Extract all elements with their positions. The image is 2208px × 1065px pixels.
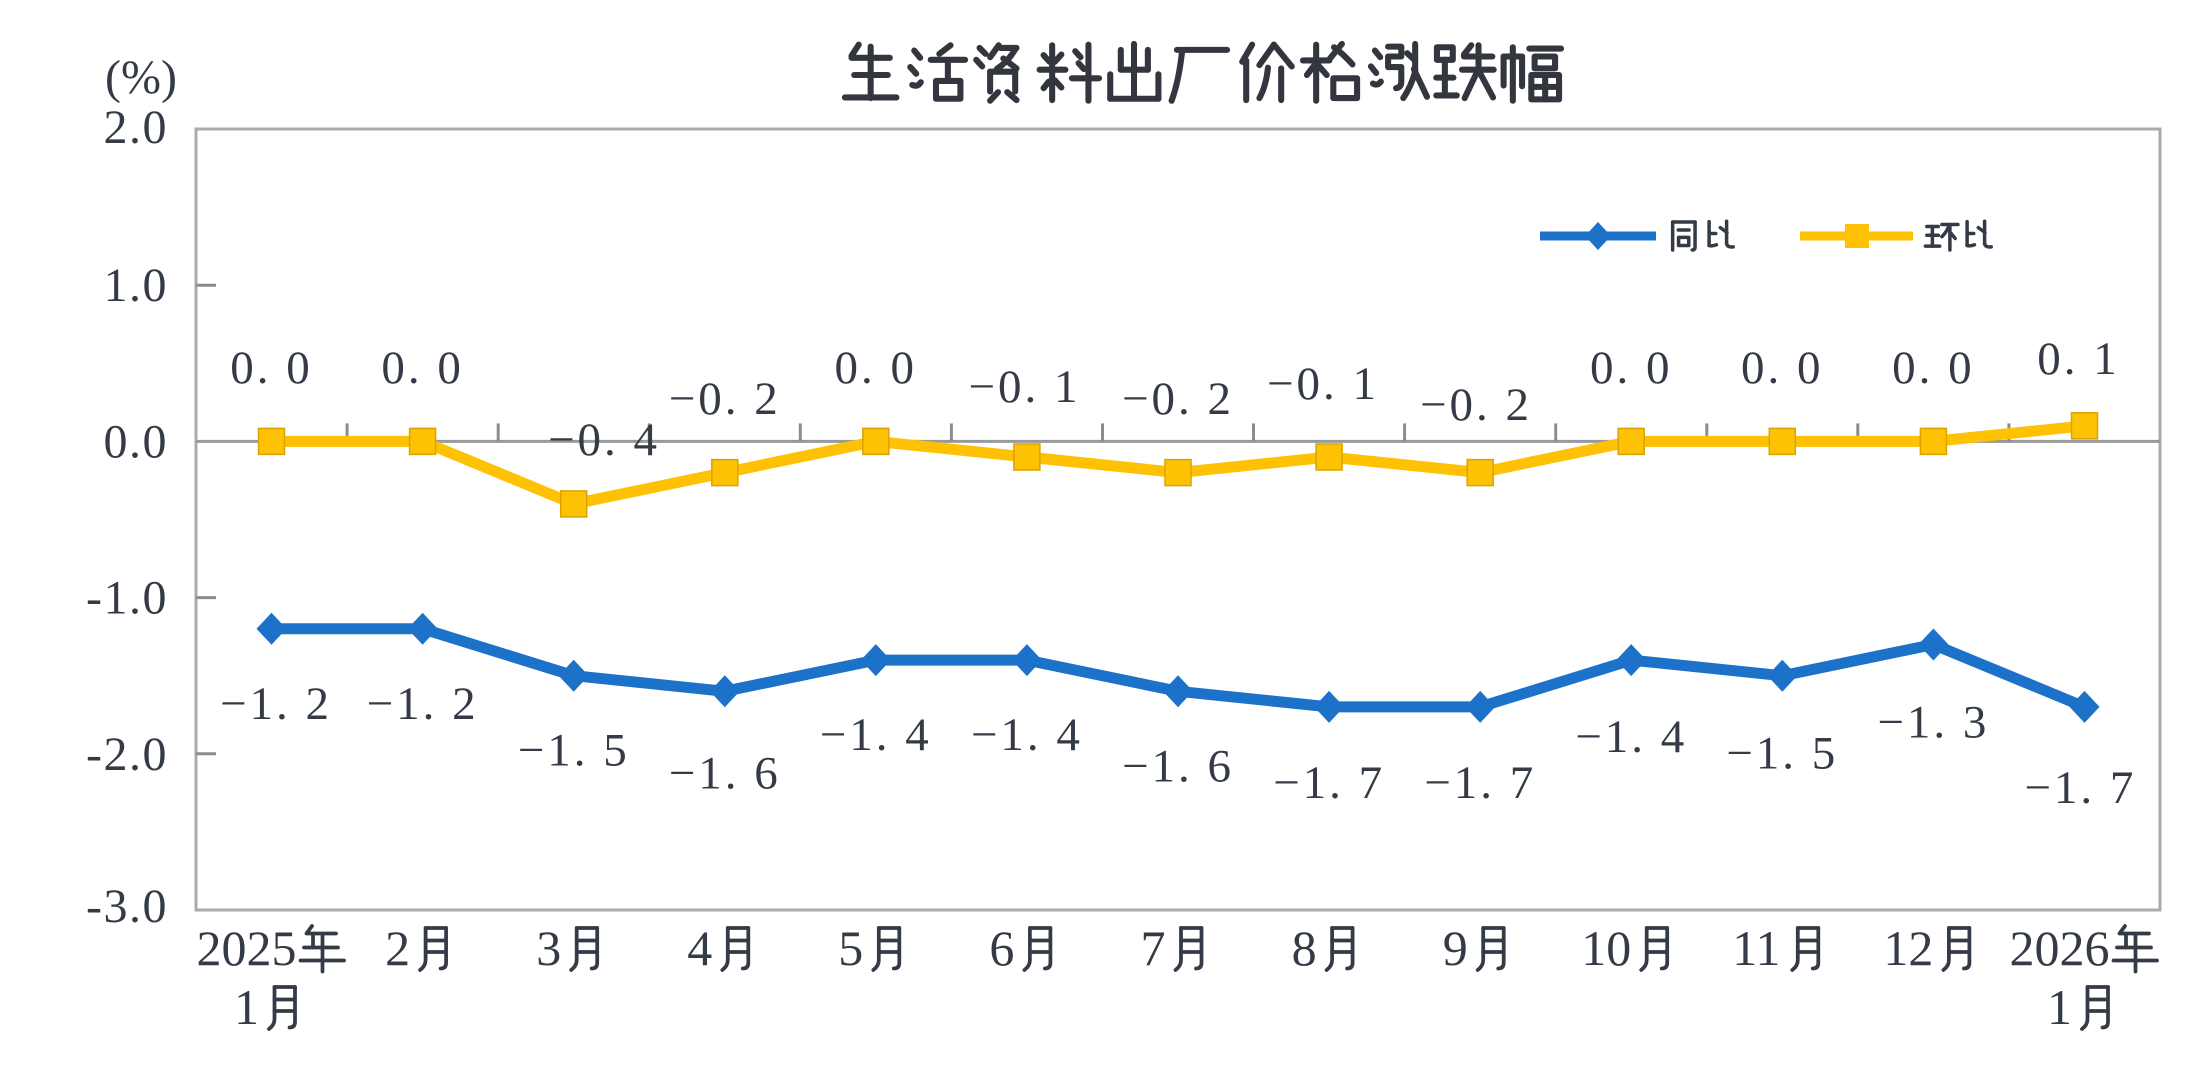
svg-text:0.0: 0.0 — [104, 415, 169, 468]
svg-text:0. 0: 0. 0 — [1892, 342, 1975, 394]
svg-text:0. 0: 0. 0 — [1590, 342, 1673, 394]
svg-text:4: 4 — [687, 920, 712, 976]
svg-text:7: 7 — [1141, 920, 1166, 976]
svg-text:5: 5 — [838, 920, 863, 976]
svg-text:12: 12 — [1883, 920, 1933, 976]
svg-text:2025: 2025 — [197, 920, 297, 976]
svg-text:2.0: 2.0 — [104, 101, 169, 154]
svg-text:−0. 2: −0. 2 — [1420, 379, 1532, 431]
svg-text:−1. 5: −1. 5 — [1726, 728, 1838, 780]
svg-text:−1. 2: −1. 2 — [220, 678, 332, 730]
svg-text:−1. 6: −1. 6 — [1122, 740, 1234, 792]
svg-text:−1. 4: −1. 4 — [1575, 711, 1687, 763]
svg-text:−1. 3: −1. 3 — [1877, 697, 1989, 749]
svg-text:−1. 6: −1. 6 — [669, 747, 781, 799]
svg-text:1.0: 1.0 — [104, 259, 169, 312]
svg-text:3: 3 — [536, 920, 561, 976]
svg-text:1: 1 — [234, 979, 259, 1035]
svg-text:(%): (%) — [105, 51, 177, 104]
svg-text:−0. 2: −0. 2 — [1122, 373, 1234, 425]
svg-text:0. 0: 0. 0 — [1741, 342, 1824, 394]
svg-text:−1. 7: −1. 7 — [1273, 757, 1385, 809]
svg-text:2: 2 — [385, 920, 410, 976]
svg-text:0. 0: 0. 0 — [835, 342, 918, 394]
svg-text:10: 10 — [1581, 920, 1631, 976]
svg-text:−1. 4: −1. 4 — [820, 709, 932, 761]
svg-text:6: 6 — [989, 920, 1014, 976]
svg-text:-3.0: -3.0 — [86, 880, 168, 933]
svg-text:0. 1: 0. 1 — [2037, 333, 2120, 385]
svg-text:−0. 2: −0. 2 — [669, 373, 781, 425]
svg-text:2026: 2026 — [2010, 920, 2110, 976]
svg-text:−1. 7: −1. 7 — [1424, 757, 1536, 809]
svg-text:9: 9 — [1443, 920, 1468, 976]
svg-text:0. 0: 0. 0 — [230, 342, 313, 394]
svg-text:−0. 1: −0. 1 — [1267, 358, 1379, 410]
svg-text:8: 8 — [1292, 920, 1317, 976]
svg-text:−0. 4: −0. 4 — [548, 414, 660, 466]
svg-text:1: 1 — [2047, 979, 2072, 1035]
svg-text:-2.0: -2.0 — [86, 728, 168, 781]
svg-text:−1. 2: −1. 2 — [367, 678, 479, 730]
svg-text:0. 0: 0. 0 — [381, 342, 464, 394]
svg-text:11: 11 — [1732, 920, 1780, 976]
svg-text:−1. 5: −1. 5 — [518, 725, 630, 777]
svg-text:−1. 7: −1. 7 — [2024, 762, 2136, 814]
svg-text:−1. 4: −1. 4 — [971, 709, 1083, 761]
svg-text:−0. 1: −0. 1 — [968, 361, 1080, 413]
svg-text:-1.0: -1.0 — [86, 572, 168, 625]
